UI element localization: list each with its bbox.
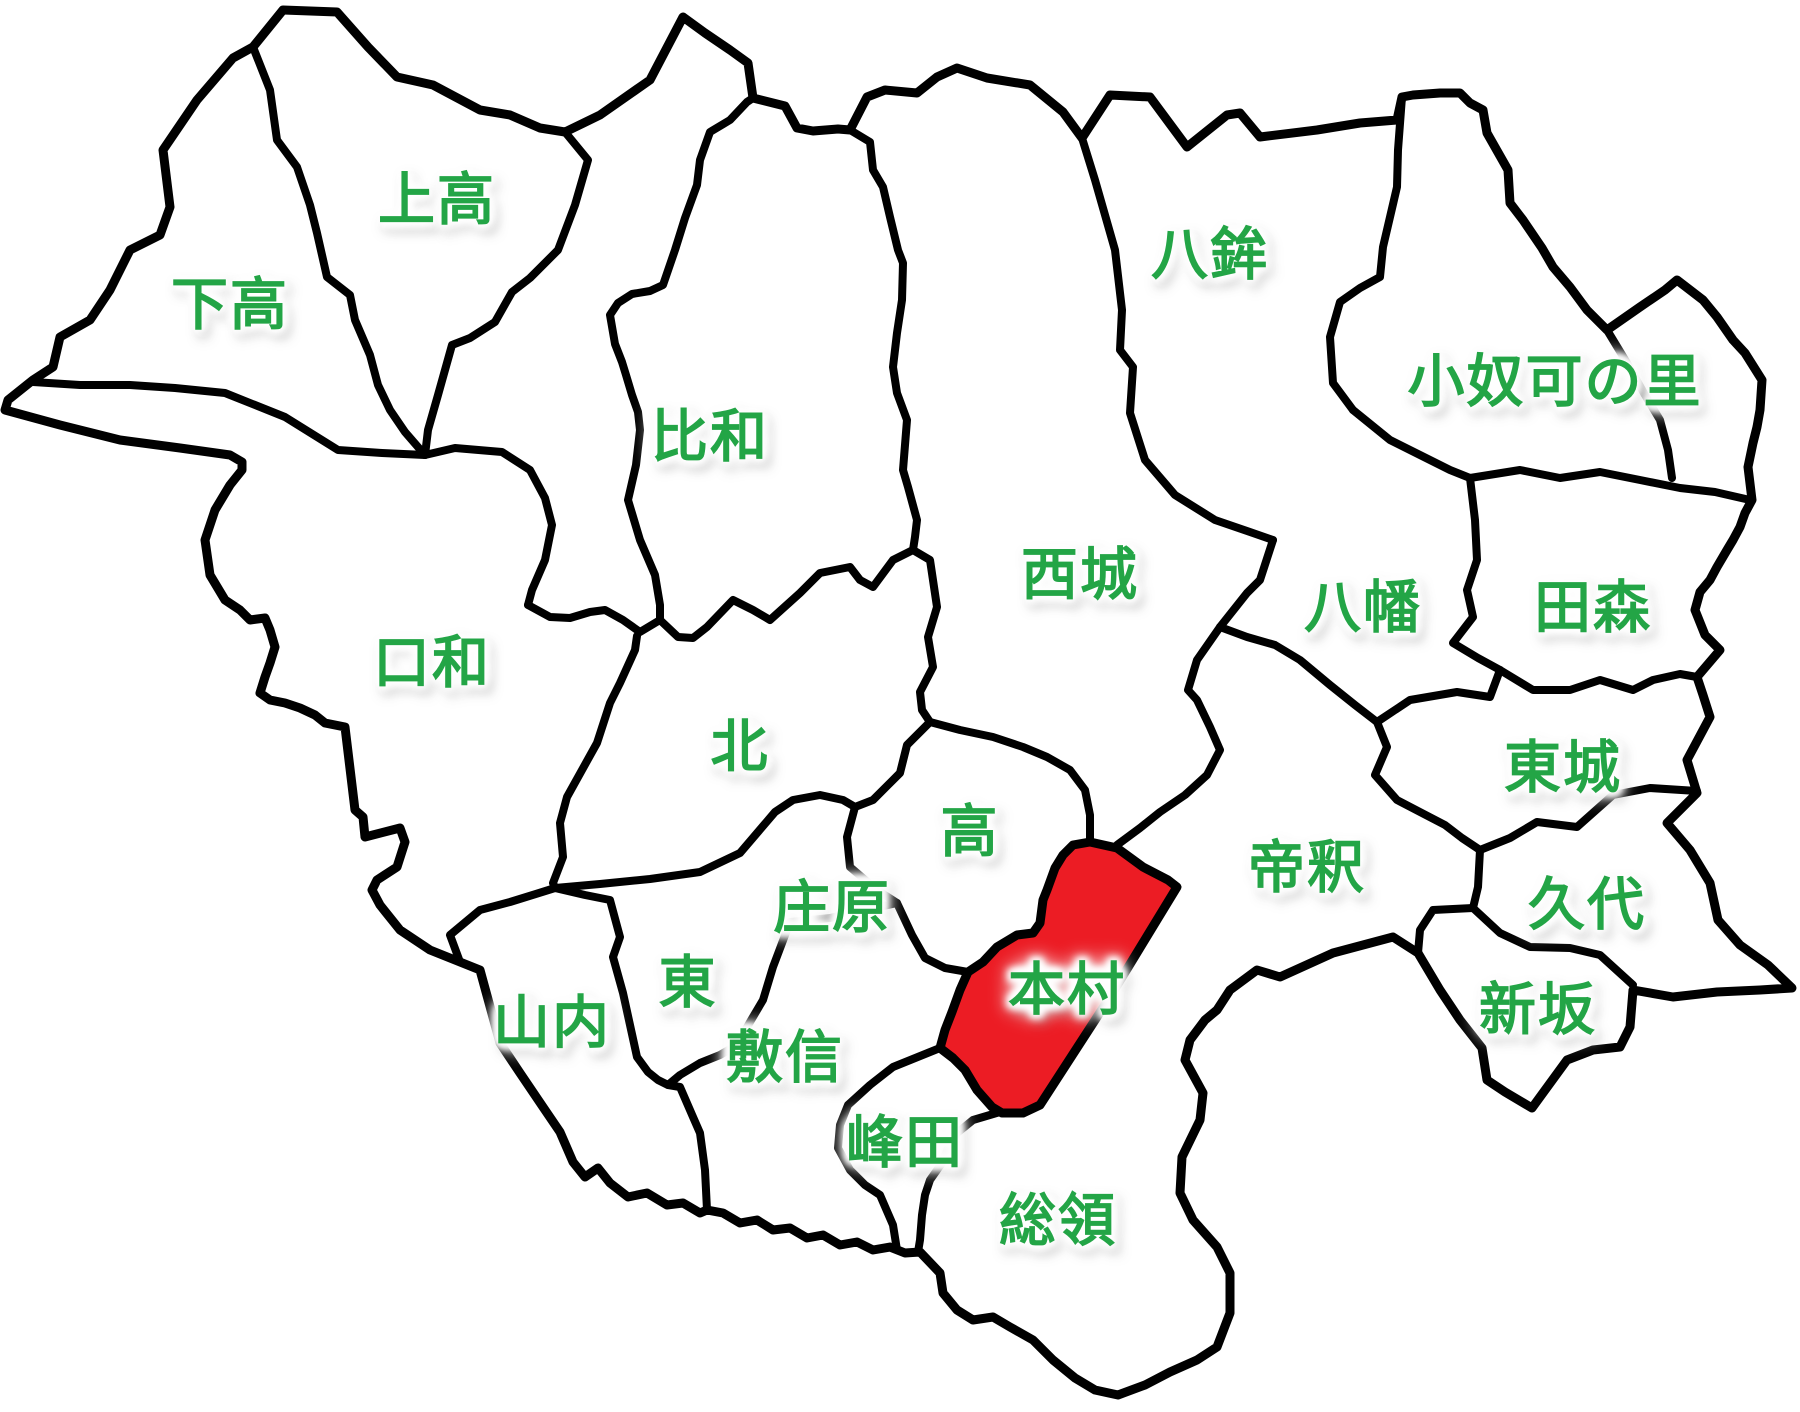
district-border-0 xyxy=(249,43,429,459)
district-border-8 xyxy=(1078,134,1277,544)
district-border-22 xyxy=(1414,904,1477,957)
district-border-12 xyxy=(1603,326,1676,482)
region-label-3: 八鉾 xyxy=(1151,223,1269,287)
region-label-2: 比和 xyxy=(651,405,769,469)
district-border-2 xyxy=(29,378,429,459)
region-label-19: 敷信 xyxy=(726,1026,844,1090)
district-border-20 xyxy=(1476,784,1701,854)
highlighted-region-honmura xyxy=(935,837,1182,1118)
region-label-6: 八幡 xyxy=(1304,576,1422,640)
district-border-7 xyxy=(846,126,941,726)
district-border-28 xyxy=(893,899,972,976)
region-label-18: 山内 xyxy=(493,991,611,1055)
region-label-17: 新坂 xyxy=(1479,978,1597,1042)
district-border-1 xyxy=(421,128,592,459)
district-border-4 xyxy=(421,444,556,609)
district-border-9 xyxy=(1326,93,1406,414)
region-label-7: 田森 xyxy=(1534,576,1652,640)
region-label-13: 久代 xyxy=(1528,873,1646,937)
region-label-5: 西城 xyxy=(1021,543,1139,607)
region-label-1: 上高 xyxy=(378,168,496,232)
district-border-13 xyxy=(1449,474,1504,674)
district-border-24 xyxy=(926,718,1094,844)
district-border-5 xyxy=(524,546,917,642)
district-border-27 xyxy=(786,899,901,926)
district-border-26 xyxy=(551,791,859,892)
district-border-3 xyxy=(606,94,757,624)
district-border-23 xyxy=(1469,904,1637,989)
district-border-17 xyxy=(1216,623,1381,726)
region-label-20: 峰田 xyxy=(846,1111,964,1175)
region-label-12: 帝釈 xyxy=(1248,836,1366,900)
region-label-11: 高 xyxy=(940,800,1000,864)
district-border-14 xyxy=(1496,666,1701,694)
region-label-4: 小奴可の里 xyxy=(1407,350,1703,414)
region-label-14: 庄原 xyxy=(773,876,891,940)
district-border-31 xyxy=(446,884,559,966)
region-label-0: 下高 xyxy=(171,273,289,337)
district-border-15 xyxy=(1373,666,1504,726)
district-border-18 xyxy=(1113,623,1224,849)
district-border-30 xyxy=(551,884,711,1214)
district-border-29 xyxy=(664,918,794,1089)
district-border-10 xyxy=(1349,406,1474,482)
map-outer-boundary xyxy=(0,5,1797,1400)
region-label-21: 総領 xyxy=(999,1189,1117,1253)
district-border-11 xyxy=(1466,466,1754,504)
region-label-8: 口和 xyxy=(373,631,491,695)
district-border-33 xyxy=(914,1108,1004,1256)
region-label-16: 本村 xyxy=(1008,958,1126,1022)
region-label-10: 東城 xyxy=(1504,736,1622,800)
region-label-9: 北 xyxy=(710,715,770,779)
district-border-6 xyxy=(549,632,641,892)
district-border-32 xyxy=(834,1044,944,1254)
district-border-21 xyxy=(1469,846,1484,912)
district-border-16 xyxy=(1216,536,1277,631)
district-border-19 xyxy=(1371,718,1484,854)
region-label-15: 東 xyxy=(658,951,718,1015)
